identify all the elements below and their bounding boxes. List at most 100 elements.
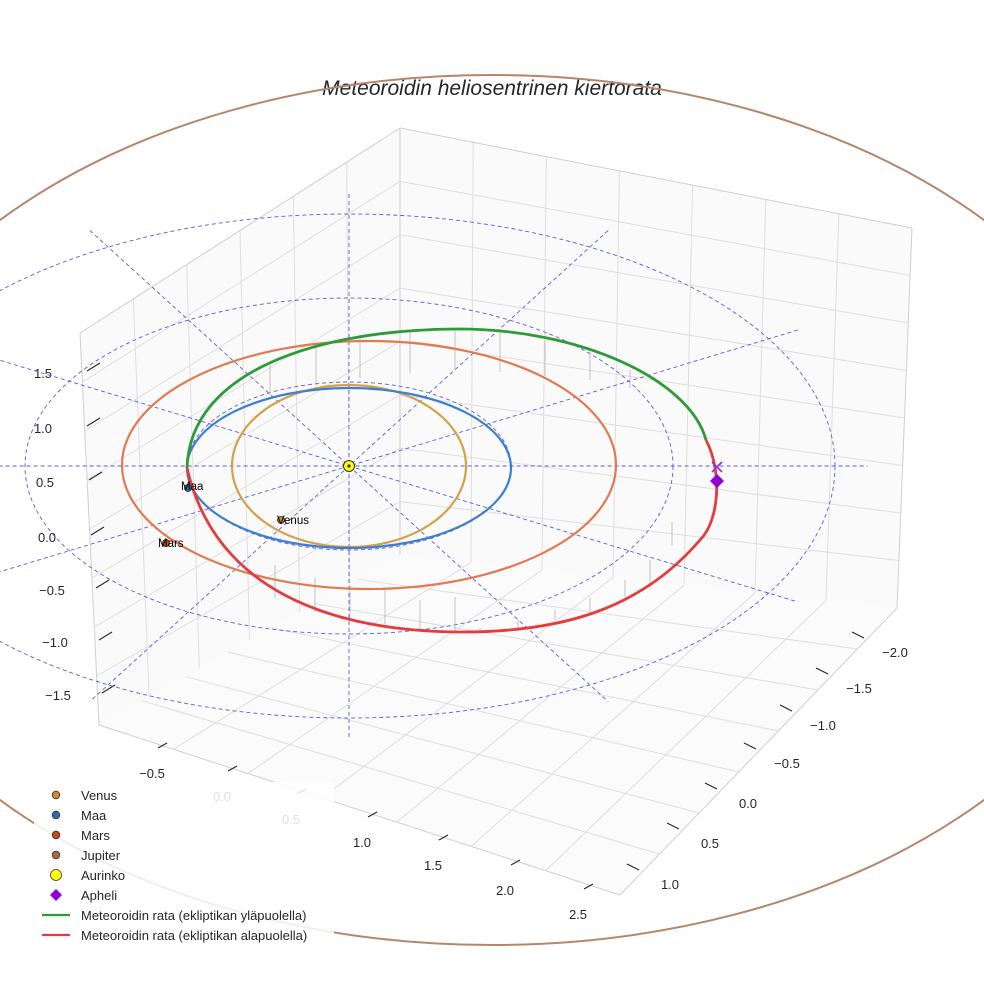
meteoroid-orbit (185, 327, 719, 634)
edge-floor-front-left (98, 724, 621, 896)
y-tick-mark (704, 782, 718, 790)
x-tick-mark (157, 742, 168, 749)
aphelion-marker (710, 461, 724, 488)
z-tick-mark (95, 579, 110, 589)
z-tick-mark (90, 526, 105, 536)
z-tick-mark (88, 471, 103, 481)
sun-marker (343, 460, 355, 472)
grid-line (399, 180, 911, 276)
y-tick-label: 0.5 (701, 836, 719, 851)
x-tick-mark (438, 834, 449, 841)
edge-left-vertical (79, 332, 100, 726)
legend-label: Meteoroidin rata (ekliptikan alapuolella… (81, 928, 307, 943)
legend-label: Maa (81, 808, 107, 823)
earth-label: Maa (181, 481, 204, 493)
grid-line (399, 394, 903, 466)
grid-line (356, 578, 858, 650)
y-tick-mark (626, 863, 640, 871)
y-tick-mark (743, 742, 757, 750)
pane-back-right (400, 128, 912, 608)
grid-line (399, 234, 909, 324)
grid-line (270, 627, 779, 732)
legend-marker (50, 889, 62, 901)
grid-line (141, 700, 660, 855)
legend-background (34, 782, 334, 946)
legend-marker (51, 810, 61, 820)
x-tick-label: −0.5 (139, 766, 165, 781)
edge-back-right-top (399, 127, 913, 229)
grid-line (399, 447, 901, 514)
edge-right-vertical (896, 227, 913, 609)
z-tick-label: 0.5 (36, 475, 54, 490)
z-tick-label: 0.0 (38, 530, 56, 545)
grid-line (86, 287, 401, 481)
chart-title: Meteoroidin heliosentrinen kiertorata (322, 77, 662, 100)
earth-marker (184, 484, 192, 492)
grid-line (82, 180, 401, 383)
z-tick-mark (86, 417, 101, 427)
legend-marker (51, 790, 61, 800)
x-tick-mark (510, 859, 521, 866)
x-tick-label: 1.5 (424, 858, 442, 873)
y-tick-label: −2.0 (882, 645, 908, 660)
legend-marker (50, 869, 62, 881)
legend-label: Meteoroidin rata (ekliptikan yläpuolella… (81, 908, 306, 923)
z-tick-mark (98, 631, 113, 641)
legend-label: Aurinko (81, 868, 125, 883)
grid-line (313, 603, 818, 691)
edge-back-left-top (79, 127, 401, 334)
legend-label: Jupiter (81, 848, 121, 863)
legend-label: Mars (81, 828, 110, 843)
edge-floor-front-right (619, 607, 898, 896)
y-tick-mark (666, 822, 680, 830)
grid-line (184, 675, 700, 814)
y-tick-label: −1.5 (846, 681, 872, 696)
grid-line (399, 287, 907, 371)
grid-line (396, 584, 685, 823)
y-tick-mark (779, 704, 793, 712)
grid-line (399, 501, 899, 561)
box-edges (79, 127, 913, 896)
mars-marker (162, 539, 170, 547)
legend-marker (51, 830, 61, 840)
grid-line (89, 341, 401, 530)
mars-label: Mars (158, 538, 184, 550)
legend-label: Venus (81, 788, 118, 803)
y-tick-label: 0.0 (739, 796, 757, 811)
z-tick-mark (86, 362, 101, 372)
grid-line (545, 600, 827, 872)
x-tick-label: 2.5 (569, 907, 587, 922)
grid-line (247, 569, 543, 774)
grid-line (321, 577, 614, 799)
z-tick-label: −1.0 (42, 635, 68, 650)
grid-line (470, 592, 756, 847)
meteoroid-orbit-below (185, 439, 719, 634)
mars-orbit (120, 339, 618, 591)
jupiter-orbit (0, 74, 984, 946)
legend: Venus Maa Mars Jupiter Aurinko Apheli Meteoroi… (34, 782, 334, 946)
y-tick-mark (815, 667, 829, 675)
x-tick-mark (367, 811, 378, 818)
grid-line (93, 447, 401, 628)
meteoroid-orbit-above (185, 327, 708, 469)
x-tick-mark (227, 765, 238, 772)
grid-line (227, 651, 739, 773)
y-tick-mark (851, 631, 865, 639)
x-tick-label: 1.0 (353, 835, 371, 850)
pane-floor (99, 555, 897, 895)
pane-back-left (80, 128, 400, 725)
x-tick-label: 2.0 (496, 883, 514, 898)
y-tick-label: 1.0 (661, 877, 679, 892)
z-tick-label: 1.0 (34, 421, 52, 436)
z-tick-label: −0.5 (39, 583, 65, 598)
legend-marker (51, 850, 61, 860)
z-tick-label: −1.5 (45, 688, 71, 703)
axes-panes (80, 128, 912, 895)
x-tick-mark (583, 883, 594, 890)
legend-label: Apheli (81, 888, 117, 903)
grid-line (84, 234, 401, 432)
venus-marker (277, 516, 285, 524)
y-tick-label: −0.5 (774, 756, 800, 771)
y-tick-label: −1.0 (810, 718, 836, 733)
